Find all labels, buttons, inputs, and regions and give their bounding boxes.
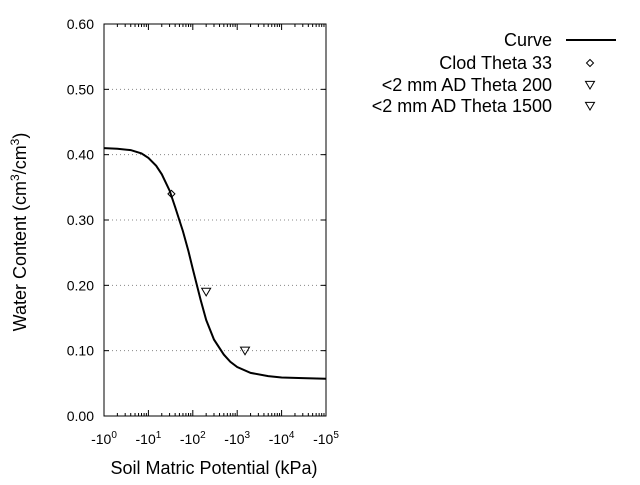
legend-label: <2 mm AD Theta 200: [382, 75, 552, 95]
legend: Curve Clod Theta 33<2 mm AD Theta 200<2 m…: [372, 30, 616, 116]
marker-layer: [167, 189, 251, 356]
legend-marker-triangle-down: [584, 80, 596, 91]
y-tick-label: 0.30: [67, 212, 94, 228]
y-tick-label: 0.00: [67, 408, 94, 424]
retention-curve-line: [103, 147, 327, 380]
legend-marker-triangle-down: [584, 101, 596, 112]
x-tick-label: -104: [269, 430, 295, 447]
legend-label: <2 mm AD Theta 1500: [372, 96, 552, 116]
axes: [103, 23, 327, 417]
y-tick-label: 0.20: [67, 277, 94, 293]
y-tick-label: 0.40: [67, 147, 94, 163]
data-point-diamond: [167, 189, 176, 199]
y-tick-label: 0.50: [67, 81, 94, 97]
x-tick-label: -100: [91, 430, 117, 447]
x-tick-label: -102: [180, 430, 206, 447]
legend-label: Clod Theta 33: [439, 53, 552, 73]
legend-label: Curve: [504, 30, 552, 50]
x-tick-label: -103: [224, 430, 250, 447]
y-tick-labels: 0.00 0.10 0.20 0.30 0.40 0.50 0.60: [67, 16, 94, 424]
legend-marker-diamond: [585, 58, 595, 68]
data-point-triangle-down: [200, 287, 212, 297]
x-tick-label: -101: [136, 430, 162, 447]
data-point-triangle-down: [239, 346, 251, 356]
y-tick-label: 0.60: [67, 16, 94, 32]
x-tick-labels: -100 -101 -102 -103 -104 -105: [91, 430, 339, 447]
gridlines: [104, 88, 326, 352]
y-axis-title: Water Content (cm3/cm3): [8, 133, 30, 332]
x-axis-title: Soil Matric Potential (kPa): [110, 458, 317, 478]
x-tick-label: -105: [313, 430, 339, 447]
plot-frame: [103, 23, 327, 417]
y-tick-label: 0.10: [67, 343, 94, 359]
curve-layer: [103, 147, 327, 380]
